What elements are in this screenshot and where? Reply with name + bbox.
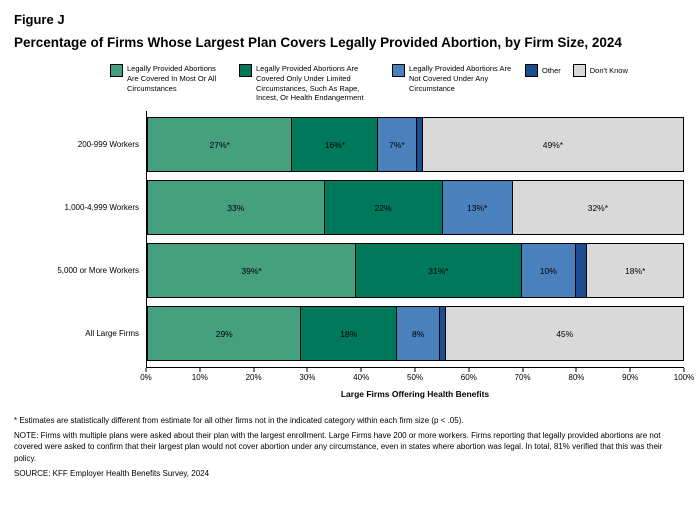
category-label: 5,000 or More Workers [57, 266, 139, 276]
legend-swatch [392, 64, 405, 78]
x-tick-mark [414, 368, 416, 373]
category-label: 200-999 Workers [77, 140, 139, 150]
legend-item: Legally Provided Abortions Are Not Cover… [392, 64, 513, 93]
general-note: NOTE: Firms with multiple plans were ask… [14, 430, 663, 463]
bar-segment: 8% [396, 307, 440, 361]
page-title: Percentage of Firms Whose Largest Plan C… [14, 35, 622, 50]
bar-segment: 29% [148, 307, 301, 361]
x-tick-mark [360, 368, 362, 373]
stacked-bar: 33% 22% 13%* 32%* [147, 180, 684, 236]
legend-swatch [110, 64, 123, 78]
x-tick-label: 90% [622, 373, 639, 383]
x-tick-mark [145, 368, 147, 373]
x-tick-label: 50% [406, 373, 424, 383]
bar-segment: 16%* [291, 118, 378, 172]
bar-segment: 49%* [421, 118, 683, 172]
bar-segment: 7%* [377, 118, 416, 172]
x-tick-mark [683, 368, 685, 373]
bar-segment: 18%* [586, 244, 683, 298]
legend-label: Other [542, 65, 561, 75]
stacked-bar: 27%* 16%* 7%* 49%* [147, 117, 684, 173]
chart: 200-999 Workers 1,000-4,999 Workers 5,000 … [14, 111, 684, 369]
x-tick-label: 70% [514, 373, 531, 383]
x-tick-label: 40% [353, 373, 370, 383]
bar-segment: 18% [300, 307, 397, 361]
legend-item: Don't Know [572, 64, 628, 78]
bar-segment [415, 118, 422, 172]
bar-segment: 13%* [441, 181, 512, 235]
plot-area: 27%* 16%* 7%* 49%* 33% 22% 13%* 32%* 39%* 31%* 10%… [146, 111, 684, 369]
legend-label: Legally Provided Abortions Are Covered I… [127, 64, 217, 93]
x-tick-label: 80% [568, 373, 585, 383]
x-tick-label: 30% [299, 373, 316, 383]
legend-label: Legally Provided Abortions Are Covered O… [256, 64, 364, 103]
x-tick-label: 60% [460, 373, 477, 383]
x-tick-label: 10% [191, 373, 208, 383]
legend-swatch [525, 64, 538, 78]
legend-swatch [239, 64, 252, 78]
x-axis: 0% 10% 20% 30% 40% 50% 60% 70% 80% 90% 100% [140, 368, 694, 386]
legend-item: Other [525, 64, 561, 78]
x-tick-mark [199, 368, 201, 373]
x-tick-label: 20% [245, 373, 262, 383]
bar-segment: 10% [520, 244, 575, 298]
category-label: All Large Firms [85, 329, 139, 339]
source-note: SOURCE: KFF Employer Health Benefits Sur… [14, 468, 210, 478]
bar-segment [439, 307, 446, 361]
legend-item: Legally Provided Abortions Are Covered I… [110, 64, 227, 93]
footnotes: * Estimates are statistically different … [14, 415, 684, 479]
x-tick-label: 100% [673, 373, 695, 383]
bar-segment [574, 244, 587, 298]
x-tick-mark [575, 368, 577, 373]
x-tick-mark [629, 368, 631, 373]
bar-segment: 45% [445, 307, 683, 361]
x-tick-label: 0% [140, 373, 152, 383]
x-axis-title: Large Firms Offering Health Benefits [340, 389, 490, 400]
x-tick-mark [253, 368, 255, 373]
figure-label: Figure J [14, 12, 65, 27]
bar-segment: 22% [323, 181, 442, 235]
category-label: 1,000-4,999 Workers [64, 203, 139, 213]
stacked-bar: 39%* 31%* 10% 18%* [147, 243, 684, 299]
stacked-bar: 29% 18% 8% 45% [147, 306, 684, 362]
bar-segment: 32%* [511, 181, 683, 235]
significance-note: * Estimates are statistically different … [14, 416, 464, 426]
bar-segment: 33% [148, 181, 324, 235]
legend-item: Legally Provided Abortions Are Covered O… [239, 64, 380, 103]
x-tick-mark [468, 368, 470, 373]
x-tick-mark [306, 368, 308, 373]
legend-label: Don't Know [589, 65, 628, 75]
legend-label: Legally Provided Abortions Are Not Cover… [409, 64, 512, 93]
y-axis-labels: 200-999 Workers 1,000-4,999 Workers 5,000 … [14, 111, 146, 368]
legend-swatch [572, 64, 586, 78]
bar-segment: 39%* [148, 244, 356, 298]
bar-segment: 31%* [355, 244, 521, 298]
x-tick-mark [522, 368, 524, 373]
bar-segment: 27%* [148, 118, 292, 172]
legend: Legally Provided Abortions Are Covered I… [110, 64, 684, 103]
